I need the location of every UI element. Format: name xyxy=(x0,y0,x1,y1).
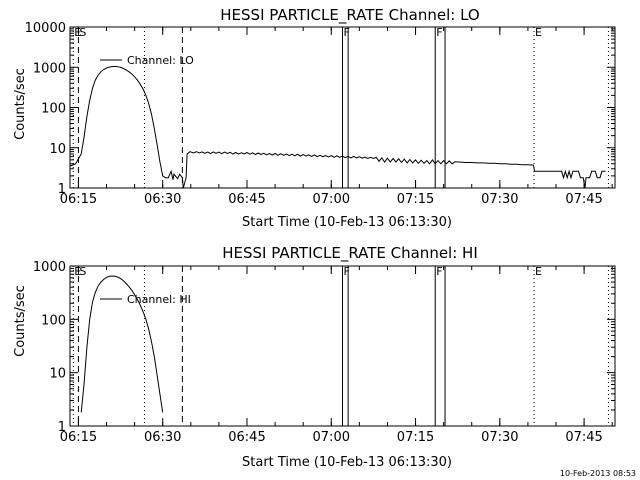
x-tick-label: 06:15 xyxy=(60,192,97,207)
series-line-hi xyxy=(80,275,164,413)
y-tick-label: 1000 xyxy=(33,61,66,76)
y-axis-label-hi: Counts/sec xyxy=(13,285,28,357)
event-marker-label: S xyxy=(79,265,86,278)
legend-label-lo: Channel: LO xyxy=(127,54,194,67)
chart-title-hi: HESSI PARTICLE_RATE Channel: HI xyxy=(222,244,478,263)
event-marker-label: F xyxy=(344,26,350,39)
chart-panel-lo: HESSI PARTICLE_RATE Channel: LO 06:15 06:… xyxy=(13,6,616,230)
event-marker-label: E xyxy=(74,26,81,39)
y-tick-label: 100 xyxy=(41,102,66,117)
x-tick-label: 07:15 xyxy=(397,430,434,445)
chart-title-lo: HESSI PARTICLE_RATE Channel: LO xyxy=(220,6,479,25)
x-tick-label: 07:00 xyxy=(313,430,350,445)
x-tick-label: 06:15 xyxy=(60,430,97,445)
x-tick-label: 07:30 xyxy=(481,192,518,207)
series-line-lo xyxy=(69,65,606,189)
y-tick-label: 1 xyxy=(58,182,66,197)
x-tick-label: 07:45 xyxy=(565,430,602,445)
event-marker-label: F xyxy=(436,265,442,278)
x-tick-label: 07:00 xyxy=(313,192,350,207)
event-marker-label: E xyxy=(74,265,81,278)
x-tick-label: 06:30 xyxy=(144,430,181,445)
event-marker-label: F xyxy=(436,26,442,39)
x-tick-label: 06:30 xyxy=(144,192,181,207)
x-tick-label: 07:45 xyxy=(565,192,602,207)
y-tick-label: 100 xyxy=(41,313,66,328)
plot-area-lo: 06:15 06:30 06:45 07:00 07:15 07:30 07:45 1 10 10… xyxy=(25,21,616,207)
chart-panel-hi: HESSI PARTICLE_RATE Channel: HI 06:15 06:… xyxy=(13,244,616,470)
event-marker-label: F xyxy=(344,265,350,278)
y-tick-label: 10000 xyxy=(25,21,66,36)
x-axis-label-hi: Start Time (10-Feb-13 06:13:30) xyxy=(242,455,452,470)
y-tick-label: 10 xyxy=(49,367,66,382)
y-tick-label: 10 xyxy=(49,142,66,157)
footer-timestamp: 10-Feb-2013 08:53 xyxy=(560,469,636,478)
x-tick-label: 07:15 xyxy=(397,192,434,207)
y-tick-label: 1 xyxy=(58,420,66,435)
x-axis-label-lo: Start Time (10-Feb-13 06:13:30) xyxy=(242,215,452,230)
y-tick-label: 1000 xyxy=(33,260,66,275)
x-tick-label: 06:45 xyxy=(228,192,265,207)
y-axis-label-lo: Counts/sec xyxy=(13,68,28,140)
event-marker-label: E xyxy=(535,26,542,39)
legend-label-hi: Channel: HI xyxy=(127,293,191,306)
x-tick-label: 07:30 xyxy=(481,430,518,445)
plot-area-hi: 06:15 06:30 06:45 07:00 07:15 07:30 07:45 1 10 10… xyxy=(33,260,616,445)
event-marker-label: S xyxy=(79,26,86,39)
event-marker-label: E xyxy=(535,265,542,278)
x-tick-label: 06:45 xyxy=(228,430,265,445)
